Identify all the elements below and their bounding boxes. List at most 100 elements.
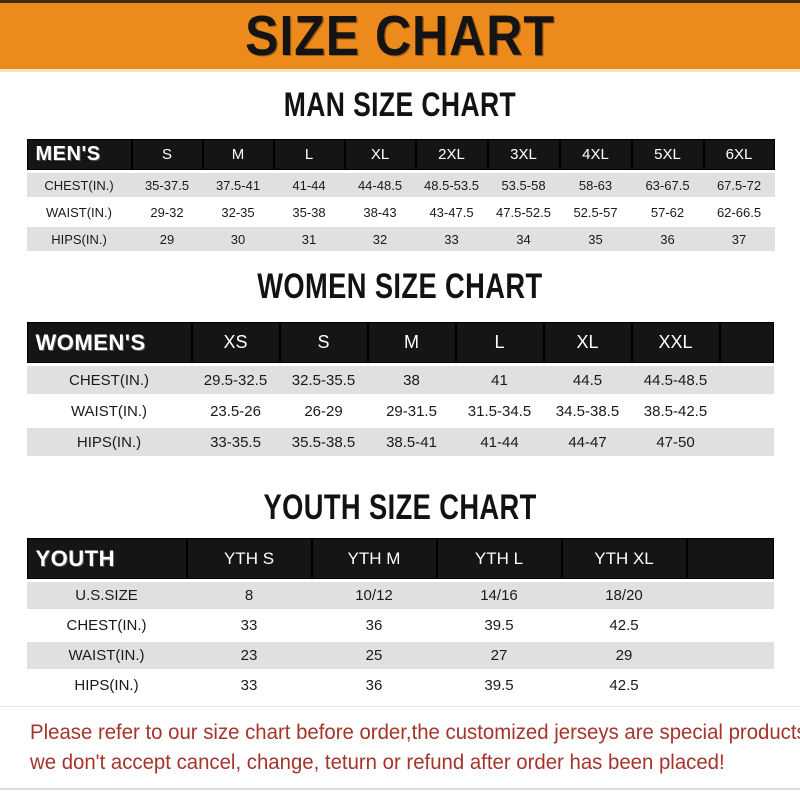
value-cell: 31.5-34.5 bbox=[455, 397, 544, 428]
value-cell: 35-38 bbox=[273, 200, 345, 227]
man-section-title: MAN SIZE CHART bbox=[283, 86, 517, 124]
disclaimer-line-2: we don't accept cancel, change, teturn o… bbox=[30, 751, 725, 774]
value-cell: 48.5-53.5 bbox=[415, 173, 488, 200]
disclaimer-footer: Please refer to our size chart before or… bbox=[0, 706, 800, 790]
header-cell: YTH XL bbox=[561, 538, 687, 582]
value-cell: 38.5-41 bbox=[367, 428, 456, 459]
value-cell: 30 bbox=[202, 227, 274, 254]
value-cell: 47.5-52.5 bbox=[487, 200, 560, 227]
value-cell: 34 bbox=[487, 227, 560, 254]
value-cell: 37 bbox=[703, 227, 775, 254]
row-filler bbox=[686, 612, 774, 642]
value-cell: 35-37.5 bbox=[131, 173, 203, 200]
value-cell: 44-47 bbox=[543, 428, 632, 459]
women-size-table: WOMEN'S XS S M L XL XXL CHEST(IN.) 29.5-32.5 32.5… bbox=[26, 322, 774, 459]
header-cell: XS bbox=[191, 322, 280, 366]
value-cell: 41-44 bbox=[273, 173, 345, 200]
header-filler bbox=[686, 538, 774, 582]
value-cell: 37.5-41 bbox=[202, 173, 274, 200]
header-cell: 4XL bbox=[559, 139, 632, 173]
row-filler bbox=[719, 428, 774, 459]
row-label: CHEST(IN.) bbox=[26, 173, 132, 200]
row-label: CHEST(IN.) bbox=[26, 612, 187, 642]
value-cell: 38-43 bbox=[344, 200, 416, 227]
size-chart-banner: SIZE CHART bbox=[0, 0, 800, 72]
value-cell: 31 bbox=[273, 227, 345, 254]
value-cell: 23 bbox=[186, 642, 312, 672]
value-cell: 33 bbox=[186, 612, 312, 642]
table-row: WAIST(IN.) 23.5-26 26-29 29-31.5 31.5-34.5 34… bbox=[26, 397, 774, 428]
header-label: YOUTH bbox=[26, 538, 187, 582]
header-filler bbox=[719, 322, 774, 366]
value-cell: 36 bbox=[311, 612, 437, 642]
table-header-row: MEN'S S M L XL 2XL 3XL 4XL 5XL 6XL bbox=[26, 139, 775, 173]
table-row: WAIST(IN.) 29-32 32-35 35-38 38-43 43-47.5 47.… bbox=[26, 200, 775, 227]
header-cell: YTH L bbox=[436, 538, 562, 582]
women-section-title: WOMEN SIZE CHART bbox=[257, 267, 543, 306]
value-cell: 8 bbox=[186, 582, 312, 612]
value-cell: 63-67.5 bbox=[631, 173, 704, 200]
value-cell: 29 bbox=[131, 227, 203, 254]
table-row: U.S.SIZE 8 10/12 14/16 18/20 bbox=[26, 582, 774, 612]
table-header-row: WOMEN'S XS S M L XL XXL bbox=[26, 322, 774, 366]
header-cell: XL bbox=[543, 322, 632, 366]
disclaimer-line-1: Please refer to our size chart before or… bbox=[30, 721, 800, 744]
row-label: HIPS(IN.) bbox=[26, 428, 192, 459]
value-cell: 29.5-32.5 bbox=[191, 366, 280, 397]
value-cell: 33-35.5 bbox=[191, 428, 280, 459]
value-cell: 23.5-26 bbox=[191, 397, 280, 428]
header-cell: M bbox=[202, 139, 274, 173]
header-cell: S bbox=[279, 322, 368, 366]
value-cell: 10/12 bbox=[311, 582, 437, 612]
men-size-table: MEN'S S M L XL 2XL 3XL 4XL 5XL 6XL CHEST(IN.) 35-37… bbox=[26, 139, 775, 254]
value-cell: 27 bbox=[436, 642, 562, 672]
value-cell: 39.5 bbox=[436, 612, 562, 642]
row-filler bbox=[719, 366, 774, 397]
value-cell: 29-31.5 bbox=[367, 397, 456, 428]
row-label: CHEST(IN.) bbox=[26, 366, 192, 397]
header-cell: 5XL bbox=[631, 139, 704, 173]
header-label: WOMEN'S bbox=[26, 322, 192, 366]
value-cell: 35 bbox=[559, 227, 632, 254]
value-cell: 57-62 bbox=[631, 200, 704, 227]
banner-title: SIZE CHART bbox=[245, 3, 555, 68]
row-label: U.S.SIZE bbox=[26, 582, 187, 612]
value-cell: 44.5-48.5 bbox=[631, 366, 720, 397]
value-cell: 35.5-38.5 bbox=[279, 428, 368, 459]
header-cell: YTH M bbox=[311, 538, 437, 582]
row-filler bbox=[686, 582, 774, 612]
value-cell: 25 bbox=[311, 642, 437, 672]
row-filler bbox=[719, 397, 774, 428]
table-row: CHEST(IN.) 35-37.5 37.5-41 41-44 44-48.5 48.5… bbox=[26, 173, 775, 200]
row-filler bbox=[686, 642, 774, 672]
header-cell: L bbox=[273, 139, 345, 173]
value-cell: 36 bbox=[311, 672, 437, 702]
table-row: HIPS(IN.) 29 30 31 32 33 34 35 36 37 bbox=[26, 227, 775, 254]
header-cell: XXL bbox=[631, 322, 720, 366]
value-cell: 29 bbox=[561, 642, 687, 672]
value-cell: 42.5 bbox=[561, 612, 687, 642]
value-cell: 41-44 bbox=[455, 428, 544, 459]
table-row: CHEST(IN.) 29.5-32.5 32.5-35.5 38 41 44.5 44.5… bbox=[26, 366, 774, 397]
header-label: MEN'S bbox=[26, 139, 132, 173]
size-table: WOMEN'S XS S M L XL XXL CHEST(IN.) 29.5-32.5 32.5… bbox=[26, 322, 774, 459]
value-cell: 34.5-38.5 bbox=[543, 397, 632, 428]
value-cell: 58-63 bbox=[559, 173, 632, 200]
size-table: MEN'S S M L XL 2XL 3XL 4XL 5XL 6XL CHEST(IN.) 35-37… bbox=[26, 139, 775, 254]
value-cell: 29-32 bbox=[131, 200, 203, 227]
row-label: HIPS(IN.) bbox=[26, 227, 132, 254]
value-cell: 62-66.5 bbox=[703, 200, 775, 227]
table-header-row: YOUTH YTH S YTH M YTH L YTH XL bbox=[26, 538, 774, 582]
value-cell: 32 bbox=[344, 227, 416, 254]
table-row: CHEST(IN.) 33 36 39.5 42.5 bbox=[26, 612, 774, 642]
value-cell: 44-48.5 bbox=[344, 173, 416, 200]
value-cell: 36 bbox=[631, 227, 704, 254]
row-filler bbox=[686, 672, 774, 702]
header-cell: 3XL bbox=[487, 139, 560, 173]
header-cell: M bbox=[367, 322, 456, 366]
value-cell: 32-35 bbox=[202, 200, 274, 227]
value-cell: 38 bbox=[367, 366, 456, 397]
value-cell: 42.5 bbox=[561, 672, 687, 702]
value-cell: 53.5-58 bbox=[487, 173, 560, 200]
row-label: WAIST(IN.) bbox=[26, 397, 192, 428]
